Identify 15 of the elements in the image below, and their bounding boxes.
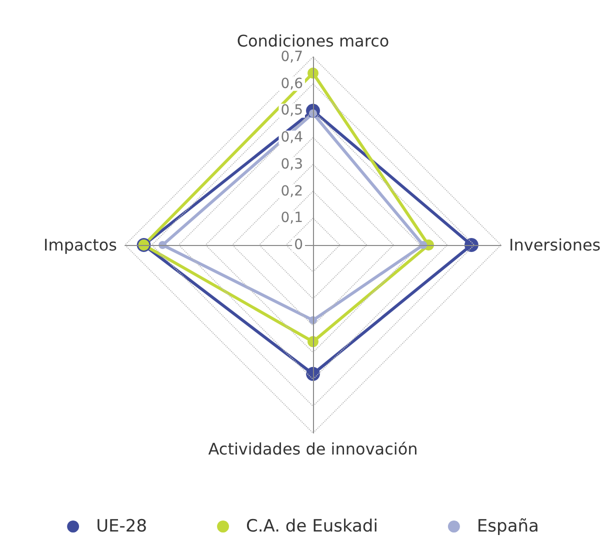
y-tick-label: 0,2 — [280, 183, 303, 200]
spoke-label: Actividades de innovación — [208, 440, 418, 458]
legend-label: C.A. de Euskadi — [246, 516, 378, 536]
legend-label: UE-28 — [96, 516, 148, 536]
spoke-label: Inversiones — [509, 236, 601, 254]
y-tick-label: 0 — [294, 237, 303, 253]
spoke-label: Condiciones marco — [236, 32, 390, 50]
y-tick-label: 0,5 — [280, 102, 303, 119]
y-tick-label: 0,3 — [280, 156, 303, 172]
legend-label: España — [476, 516, 539, 536]
y-tick-label: 0,4 — [280, 130, 304, 146]
y-tick-label: 0,6 — [280, 76, 304, 92]
spoke-label: Impactos — [44, 236, 117, 254]
y-tick-label: 0,1 — [280, 210, 303, 226]
y-tick-label: 0,7 — [280, 49, 303, 65]
